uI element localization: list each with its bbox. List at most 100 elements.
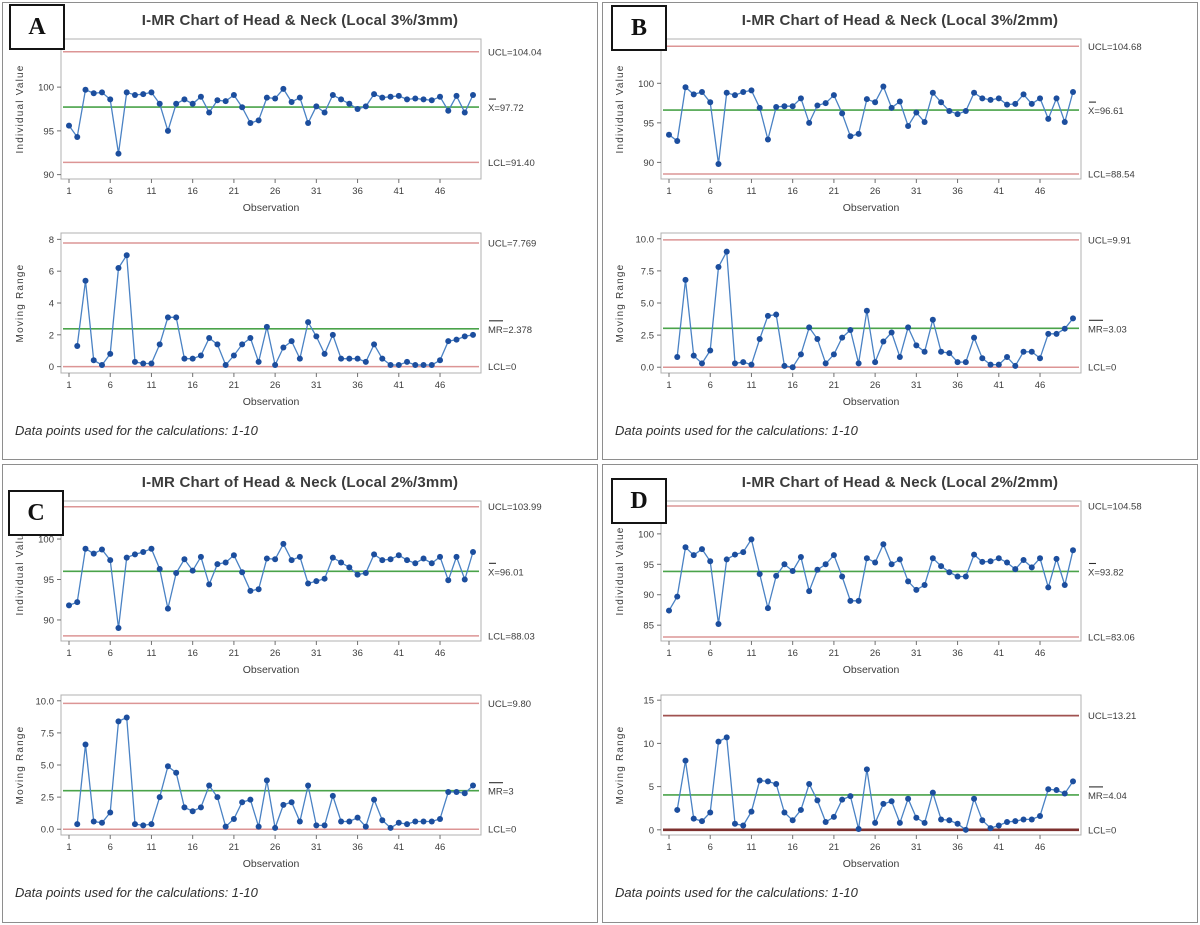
svg-text:MR=2.378: MR=2.378 [488, 325, 532, 336]
svg-text:MR=4.04: MR=4.04 [1088, 791, 1127, 802]
svg-text:36: 36 [352, 842, 363, 853]
chart-title: I-MR Chart of Head & Neck (Local 2%/3mm) [141, 474, 459, 491]
svg-text:90: 90 [643, 158, 654, 169]
svg-text:6: 6 [708, 380, 713, 391]
svg-text:31: 31 [911, 380, 922, 391]
svg-text:100: 100 [38, 535, 54, 546]
svg-text:46: 46 [435, 842, 446, 853]
svg-text:MR=3.03: MR=3.03 [1088, 324, 1127, 335]
svg-text:26: 26 [270, 186, 281, 197]
svg-text:0.0: 0.0 [41, 825, 54, 836]
svg-text:5: 5 [649, 782, 654, 793]
moving-range-chart: 0.02.55.07.510.01 6 11 16 21 26 31 36 41 46Moving… [615, 232, 1131, 408]
svg-text:21: 21 [829, 186, 840, 197]
svg-text:36: 36 [352, 186, 363, 197]
svg-text:41: 41 [394, 842, 405, 853]
svg-text:10.0: 10.0 [36, 696, 55, 707]
svg-text:95: 95 [43, 575, 54, 586]
svg-text:16: 16 [187, 380, 198, 391]
svg-text:46: 46 [1035, 380, 1046, 391]
svg-text:31: 31 [311, 648, 322, 659]
svg-text:8: 8 [49, 235, 54, 246]
svg-text:1: 1 [666, 842, 671, 853]
svg-text:7.5: 7.5 [641, 266, 654, 277]
svg-text:Individual Value: Individual Value [615, 64, 626, 153]
svg-text:31: 31 [311, 842, 322, 853]
svg-text:1: 1 [666, 186, 671, 197]
chart-title: I-MR Chart of Head & Neck (Local 2%/2mm) [741, 474, 1059, 491]
svg-text:21: 21 [829, 648, 840, 659]
individual-value-chart: 9095100105161116212631364146Individual V… [615, 38, 1142, 214]
svg-text:100: 100 [38, 83, 54, 94]
svg-text:11: 11 [147, 842, 157, 853]
svg-text:5.0: 5.0 [641, 299, 654, 310]
svg-text:95: 95 [43, 126, 54, 137]
svg-text:2: 2 [49, 330, 54, 341]
panel-letter: B [630, 14, 647, 41]
panel-C-letter-box: C [8, 490, 64, 536]
svg-text:LCL=88.54: LCL=88.54 [1088, 169, 1135, 180]
svg-text:Moving Range: Moving Range [15, 726, 26, 805]
svg-text:Observation: Observation [243, 396, 300, 408]
svg-text:11: 11 [747, 842, 757, 853]
svg-text:6: 6 [108, 380, 113, 391]
panel-A-letter-box: A [9, 4, 65, 50]
svg-text:11: 11 [147, 648, 157, 659]
panel-letter: C [27, 499, 45, 526]
svg-text:31: 31 [311, 380, 322, 391]
svg-text:11: 11 [147, 186, 157, 197]
svg-text:1: 1 [66, 648, 71, 659]
svg-text:UCL=9.91: UCL=9.91 [1088, 235, 1131, 246]
footnote: Data points used for the calculations: 1… [615, 423, 858, 438]
svg-text:X=96.01: X=96.01 [488, 567, 524, 578]
svg-text:26: 26 [870, 842, 881, 853]
svg-text:Observation: Observation [843, 202, 900, 214]
svg-text:1: 1 [666, 648, 671, 659]
svg-text:5.0: 5.0 [41, 761, 54, 772]
svg-text:UCL=104.04: UCL=104.04 [488, 47, 542, 58]
panel-letter: A [28, 13, 46, 40]
svg-text:UCL=103.99: UCL=103.99 [488, 502, 542, 513]
svg-text:31: 31 [311, 186, 322, 197]
svg-text:21: 21 [229, 648, 240, 659]
svg-text:100: 100 [638, 79, 654, 90]
svg-text:46: 46 [435, 648, 446, 659]
svg-text:46: 46 [1035, 186, 1046, 197]
svg-text:Observation: Observation [243, 202, 300, 214]
svg-text:6: 6 [108, 648, 113, 659]
svg-text:36: 36 [352, 380, 363, 391]
svg-text:LCL=83.06: LCL=83.06 [1088, 632, 1135, 643]
chart-title: I-MR Chart of Head & Neck (Local 3%/2mm) [741, 12, 1059, 29]
svg-text:26: 26 [870, 648, 881, 659]
svg-text:Moving Range: Moving Range [15, 264, 26, 343]
svg-text:6: 6 [108, 186, 113, 197]
svg-text:LCL=0: LCL=0 [1088, 825, 1116, 836]
svg-text:36: 36 [952, 186, 963, 197]
svg-text:2.5: 2.5 [41, 793, 54, 804]
panel-A: A I-MR Chart of Head & Neck (Local 3%/3m… [2, 2, 598, 460]
svg-text:95: 95 [643, 118, 654, 129]
svg-text:0: 0 [649, 825, 654, 836]
svg-text:1: 1 [66, 380, 71, 391]
panel-letter: D [630, 487, 648, 514]
svg-text:26: 26 [270, 380, 281, 391]
svg-text:6: 6 [708, 648, 713, 659]
svg-text:46: 46 [1035, 842, 1046, 853]
svg-text:36: 36 [952, 842, 963, 853]
panel-D-letter-box: D [611, 478, 667, 524]
svg-text:90: 90 [43, 170, 54, 181]
svg-text:1: 1 [66, 842, 71, 853]
svg-text:31: 31 [911, 186, 922, 197]
svg-text:0.0: 0.0 [641, 363, 654, 374]
svg-text:16: 16 [187, 842, 198, 853]
svg-text:41: 41 [394, 648, 405, 659]
svg-text:26: 26 [870, 380, 881, 391]
panel-C: C I-MR Chart of Head & Neck (Local 2%/3m… [2, 464, 598, 923]
svg-text:26: 26 [270, 842, 281, 853]
svg-text:UCL=104.58: UCL=104.58 [1088, 501, 1142, 512]
chart-title: I-MR Chart of Head & Neck (Local 3%/3mm) [141, 12, 459, 29]
